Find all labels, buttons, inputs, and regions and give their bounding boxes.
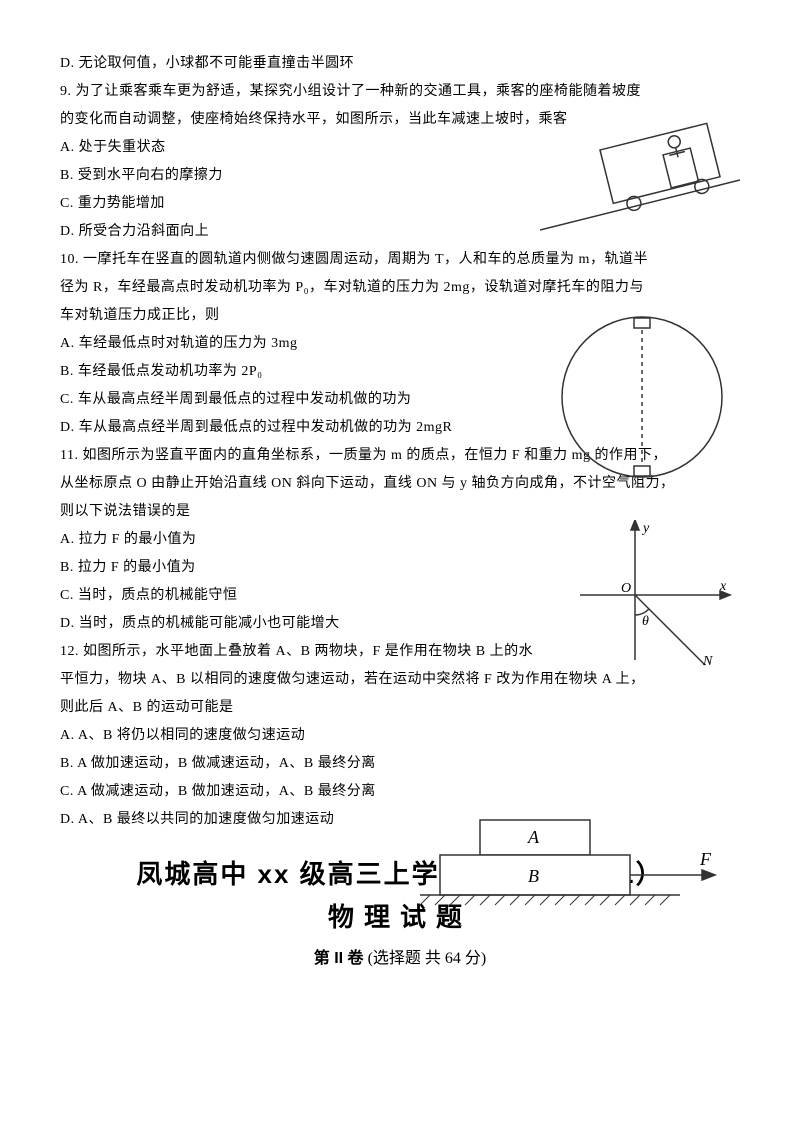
section-label: 第 II 卷 (选择题 共 64 分) xyxy=(60,944,740,968)
coord-axes-icon: y x O θ N xyxy=(575,520,735,670)
section-note: (选择题 共 64 分) xyxy=(368,950,487,967)
theta-label: θ xyxy=(642,614,649,629)
q12-optC: C. A 做减速运动，B 做加速运动，A、B 最终分离 xyxy=(60,778,740,806)
q8-optD: D. 无论取何值，小球都不可能垂直撞击半圆环 xyxy=(60,50,740,78)
bus-incline-icon xyxy=(540,120,740,240)
origin-label: O xyxy=(621,581,631,596)
axis-y-label: y xyxy=(641,521,650,536)
stacked-blocks-icon: A B F xyxy=(420,810,720,920)
q11-figure: y x O θ N xyxy=(575,520,735,675)
q10-stem2: 径为 R，车经最高点时发动机功率为 P₀，车对轨道的压力为 2mg，设轨道对摩托… xyxy=(60,274,740,302)
q9-figure xyxy=(540,120,740,245)
axis-x-label: x xyxy=(719,579,727,594)
q12-figure: A B F xyxy=(420,810,720,925)
q10-stem1: 10. 一摩托车在竖直的圆轨道内侧做匀速圆周运动，周期为 T，人和车的总质量为 … xyxy=(60,246,740,274)
block-B-label: B xyxy=(528,866,539,886)
q9-stem1: 9. 为了让乘客乘车更为舒适，某探究小组设计了一种新的交通工具，乘客的座椅能随着… xyxy=(60,78,740,106)
q10-figure xyxy=(555,310,730,490)
q12-optB: B. A 做加速运动，B 做减速运动，A、B 最终分离 xyxy=(60,750,740,778)
section-num: 第 II 卷 xyxy=(314,950,364,967)
block-A-label: A xyxy=(527,827,540,847)
force-F-label: F xyxy=(699,849,712,869)
q12-stem3: 则此后 A、B 的运动可能是 xyxy=(60,694,740,722)
q12-optA: A. A、B 将仍以相同的速度做匀速运动 xyxy=(60,722,740,750)
N-label: N xyxy=(702,654,713,669)
circle-track-icon xyxy=(555,310,730,485)
